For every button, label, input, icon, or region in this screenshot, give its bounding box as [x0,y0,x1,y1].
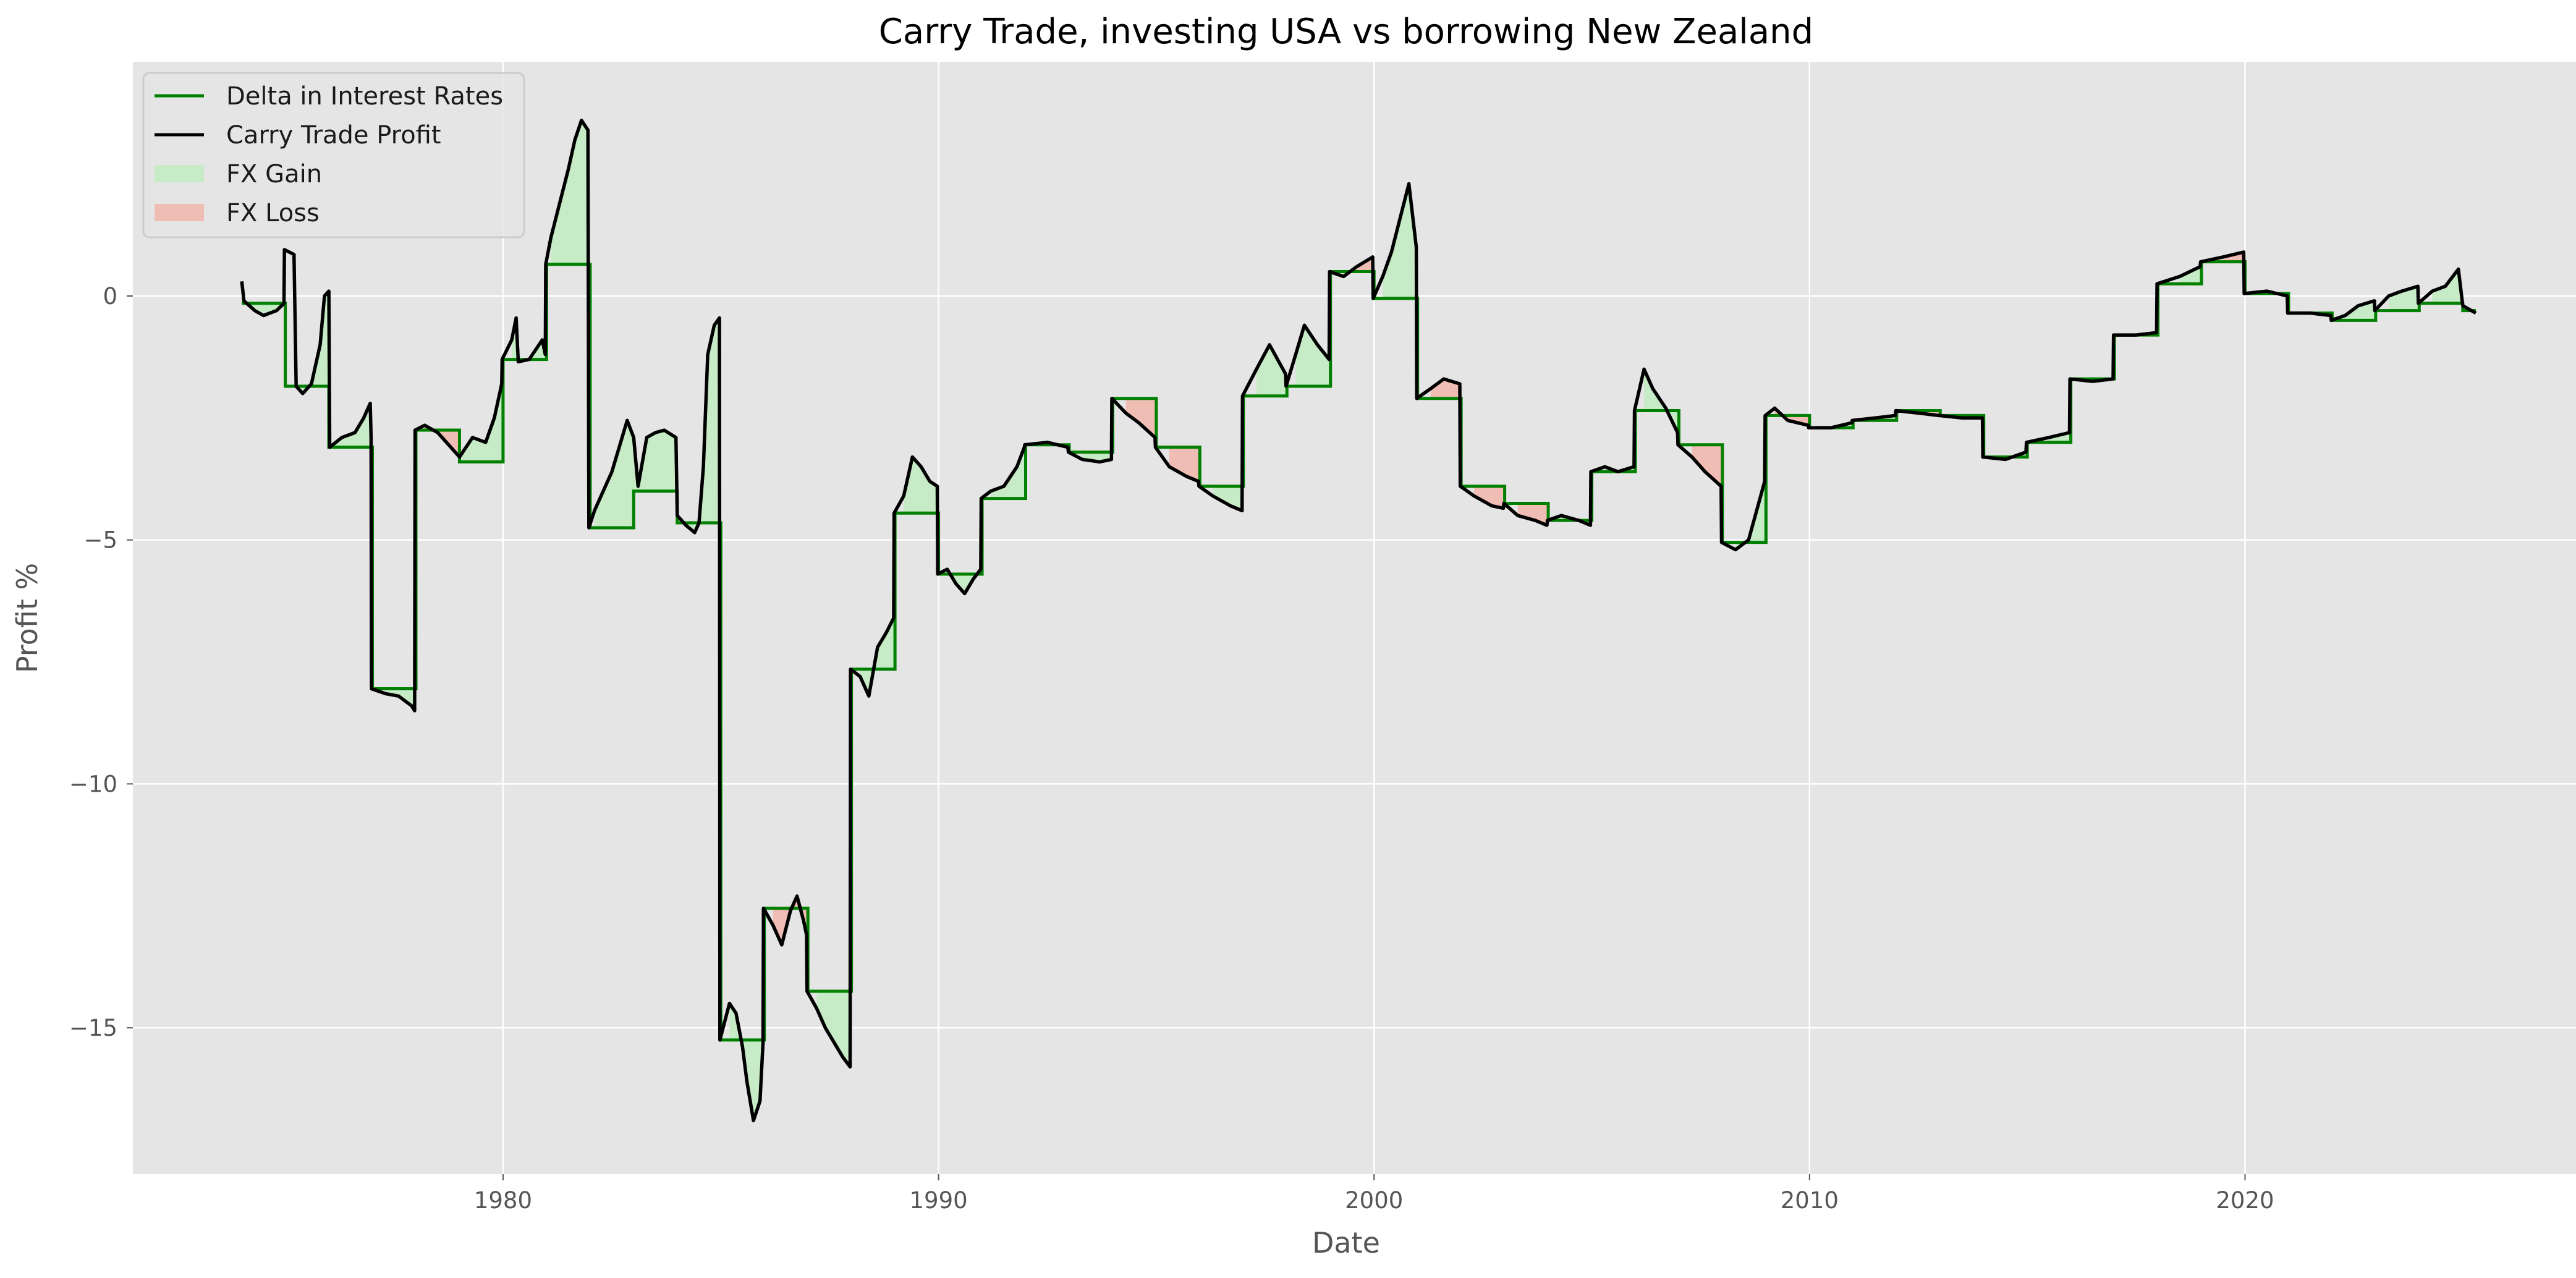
fx-gain-area [1383,184,1417,399]
fx-loss-area [1169,447,1199,486]
fx-gain-area [1082,398,1112,462]
profit-series-layer [240,118,2477,1122]
fx-loss-area [1430,379,1460,486]
profit-line [240,118,2477,1122]
fx-loss-area [1343,256,1373,298]
fx-gain-area [459,359,502,462]
fx-gain-area [816,669,851,1067]
fx-loss-area [1517,503,1548,525]
legend-label-fx-loss: FX Loss [226,199,320,227]
fx-gain-area [2389,286,2418,311]
y-tick-label: −5 [83,527,117,554]
y-tick-labels: 0 −5 −10 −15 [69,283,133,1041]
y-tick-label: 0 [103,283,117,310]
x-tick-labels: 1980 1990 2000 2010 2020 [474,1174,2274,1214]
x-tick-label: 2000 [1345,1187,1403,1214]
chart-title: Carry Trade, investing USA vs borrowing … [879,12,1813,52]
fx-gain-area [294,254,329,394]
fx-loss-area [773,896,807,991]
legend-swatch-fx-gain [155,165,204,182]
fx-loss-area [1692,444,1722,543]
fx-gain-area [2345,300,2375,321]
legend-label-profit: Carry Trade Profit [226,121,441,150]
fx-gain-area [904,457,938,574]
plot-area [133,62,2576,1174]
fx-gain-area [2432,269,2463,306]
fx-loss-area [1474,486,1504,509]
legend-swatch-fx-loss [155,204,204,221]
fx-gain-area [1735,415,1765,550]
legend-label-fx-gain: FX Gain [226,160,322,188]
grid-lines [133,62,2576,1174]
fx-gain-area [1295,271,1330,386]
x-tick-label: 1980 [474,1187,532,1214]
fx-gain-area [860,513,894,696]
legend-box [142,72,525,239]
fx-gain-area [729,908,764,1121]
fx-gain-area [1644,369,1679,445]
fx-gain-area [677,318,720,1040]
fx-loss-area [425,425,460,457]
fx-gain-area [1831,420,1852,428]
x-tick-label: 2010 [1781,1187,1839,1214]
y-tick-label: −15 [69,1015,117,1041]
x-axis-label: Date [1312,1226,1380,1259]
y-axis-label: Profit % [11,563,44,673]
legend: Delta in Interest Rates Carry Trade Prof… [142,72,525,239]
x-tick-label: 1990 [909,1187,967,1214]
fx-gain-area [551,120,589,528]
fx-gain-area [991,444,1025,499]
y-tick-label: −10 [69,771,117,797]
fx-gain-area [2049,379,2070,442]
x-tick-label: 2020 [2216,1187,2274,1214]
legend-label-delta: Delta in Interest Rates [226,82,503,111]
fx-gain-area [594,420,634,528]
fx-gain-area [512,264,546,362]
